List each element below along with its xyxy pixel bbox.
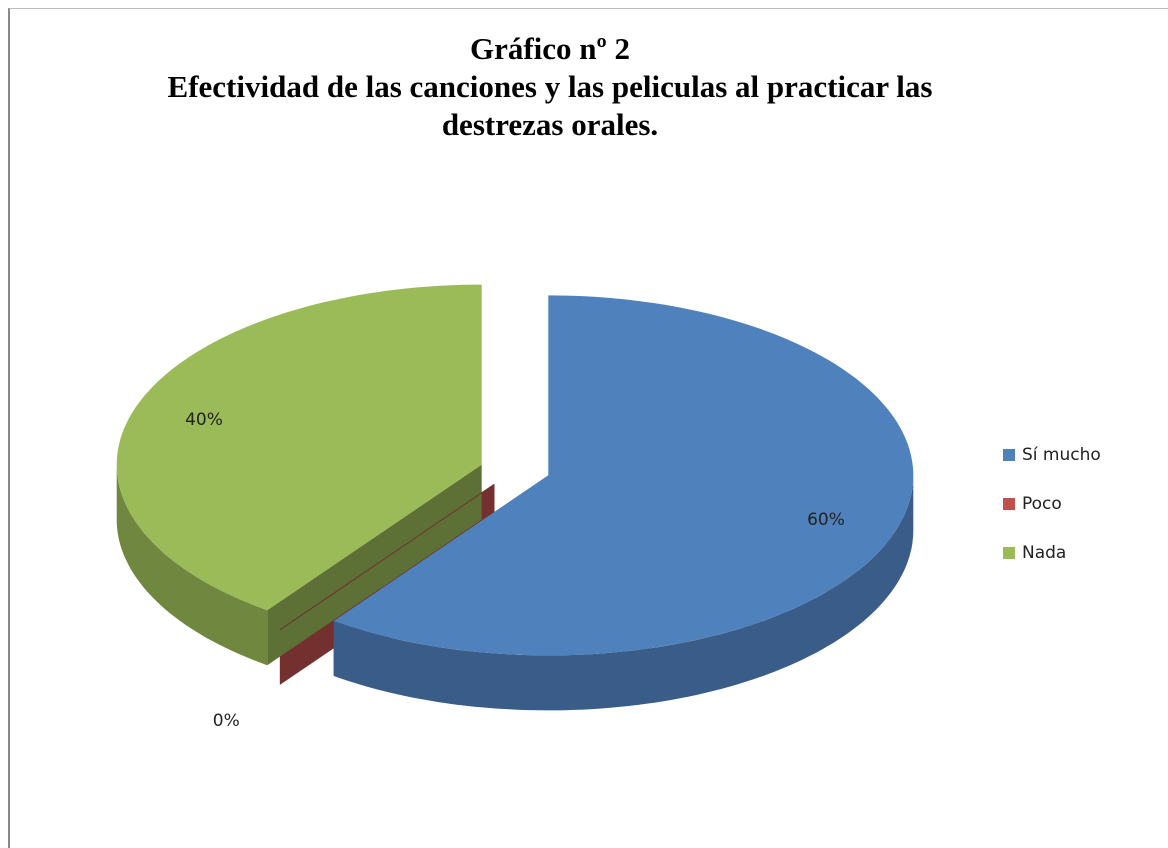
chart-title: Gráfico nº 2	[469, 31, 631, 66]
slice	[116, 284, 482, 611]
data-label: 0%	[213, 711, 240, 731]
slice	[279, 483, 495, 631]
legend-swatch	[1003, 498, 1015, 510]
chart-frame	[8, 8, 1168, 848]
slice-face	[267, 464, 482, 666]
chart-subtitle: Efectividad de las canciones y las pelic…	[167, 69, 933, 142]
legend-swatch	[1003, 449, 1015, 461]
slice-side	[333, 475, 914, 711]
legend-label: Sí mucho	[1022, 445, 1101, 465]
legend-label: Nada	[1022, 543, 1066, 563]
legend-swatch	[1003, 547, 1015, 559]
slice-side	[116, 464, 268, 666]
slice	[333, 295, 914, 656]
data-label: 60%	[807, 510, 845, 530]
data-label: 40%	[185, 410, 223, 430]
legend-label: Poco	[1022, 494, 1062, 514]
